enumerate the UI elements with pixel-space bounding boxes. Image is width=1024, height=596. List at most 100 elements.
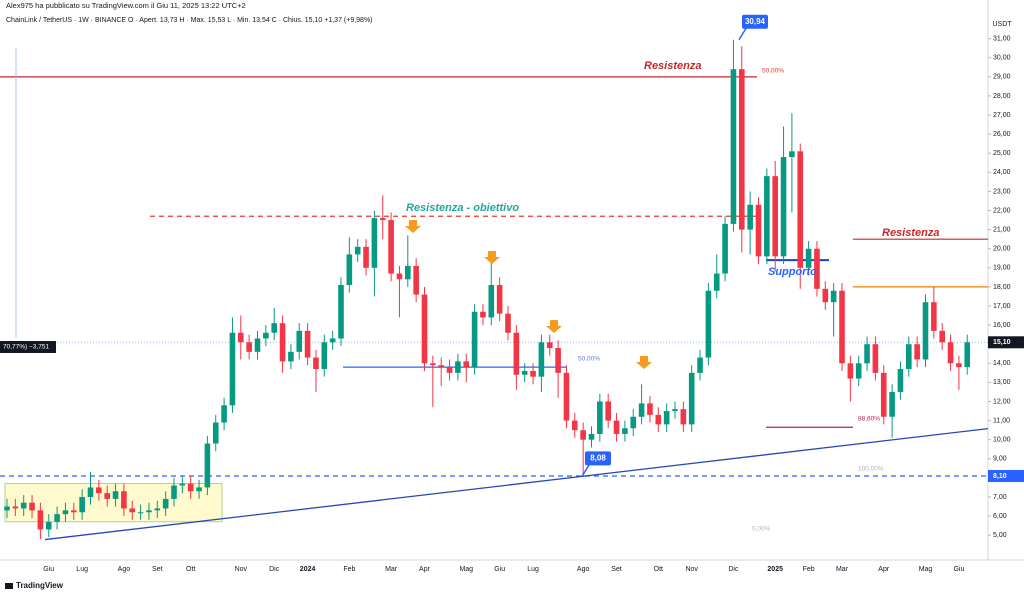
candle-body — [129, 508, 136, 513]
candle-body — [96, 487, 102, 494]
candle-body — [688, 372, 695, 425]
y-tick-label: 29,00 — [993, 74, 1011, 81]
callout-box — [742, 14, 768, 29]
candle-body — [555, 348, 561, 373]
candle-body — [396, 273, 403, 280]
candle-body — [204, 443, 211, 488]
arrows — [405, 220, 652, 369]
x-tick-label: Lug — [527, 566, 539, 573]
x-tick-label: Nov — [235, 566, 248, 573]
y-tick-label: 27,00 — [993, 112, 1011, 119]
candle-body — [271, 323, 277, 333]
x-tick-label: Feb — [803, 566, 815, 573]
x-tick-label: 2024 — [300, 566, 316, 573]
y-tick-label: 21,00 — [993, 226, 1011, 233]
candle-body — [162, 498, 169, 509]
candle-body — [805, 248, 812, 268]
candle-body — [104, 493, 110, 499]
price-tag-label: 15,10 — [993, 339, 1011, 346]
x-tick-label: Dic — [269, 566, 280, 573]
candle-body — [622, 428, 628, 434]
candle-body — [872, 344, 879, 373]
y-tick-label: 11,00 — [993, 417, 1010, 424]
price-tag — [988, 469, 1024, 482]
candle-body — [20, 502, 27, 509]
y-tick-label: 19,00 — [993, 265, 1011, 272]
candle-body — [538, 342, 545, 377]
y-tick-label: 17,00 — [993, 303, 1011, 310]
callout-pointer — [738, 26, 748, 41]
candle-body — [112, 491, 119, 499]
candle-body — [747, 204, 753, 230]
axis-unit: USDT — [992, 21, 1012, 28]
candle-body — [79, 496, 85, 513]
candle-body — [505, 313, 511, 333]
logo-text: TradingView — [16, 581, 64, 590]
candle-body — [672, 409, 678, 412]
fib-label: 50,00% — [578, 356, 600, 363]
candle-body — [764, 176, 770, 257]
candle-body — [212, 422, 219, 444]
candle-body — [296, 330, 303, 352]
candle-body — [246, 342, 252, 352]
candle-body — [580, 430, 586, 440]
y-tick-label: 24,00 — [993, 169, 1011, 176]
candle-body — [37, 510, 44, 530]
candle-body — [455, 361, 461, 373]
candle-body — [463, 361, 470, 368]
fib-label: 88,60% — [858, 416, 880, 423]
candle-body — [146, 510, 152, 513]
candle-body — [4, 506, 10, 511]
annotation: Resistenza - obiettivo — [406, 202, 519, 214]
y-tick-label: 26,00 — [993, 131, 1011, 138]
y-tick-label: 10,00 — [993, 437, 1011, 444]
candle-body — [713, 273, 720, 291]
candle-body — [613, 420, 620, 434]
trendline — [44, 427, 989, 541]
candle-body — [588, 433, 595, 440]
candle-body — [29, 502, 35, 511]
candle-body — [388, 220, 394, 274]
candle-body — [363, 246, 369, 268]
candle-body — [430, 363, 436, 366]
candle-body — [321, 342, 328, 370]
x-tick-label: Ago — [577, 566, 590, 573]
x-tick-label: Dic — [728, 566, 739, 573]
x-tick-label: Feb — [343, 566, 355, 573]
candle-body — [413, 265, 419, 295]
candle-body — [755, 204, 762, 257]
arrow — [405, 220, 421, 233]
y-tick-label: 28,00 — [993, 93, 1011, 100]
candle-body — [45, 521, 52, 530]
candle-body — [254, 338, 261, 352]
candle-body — [947, 342, 954, 364]
logo: TradingView — [5, 581, 64, 590]
x-tick-label: Apr — [419, 566, 431, 573]
candle-body — [154, 508, 161, 511]
y-tick-label: 16,00 — [993, 322, 1011, 329]
candle-body — [12, 506, 19, 509]
candle-body — [338, 285, 344, 339]
candle-body — [572, 420, 578, 431]
candle-body — [897, 369, 904, 392]
arrow — [484, 251, 500, 264]
fib-label: 100,00% — [858, 466, 884, 473]
x-tick-label: Ago — [118, 566, 131, 573]
candle-body — [847, 363, 854, 379]
candle-body — [914, 344, 920, 360]
candle-body — [421, 294, 428, 364]
candle-body — [371, 218, 378, 268]
x-tick-label: Mag — [919, 566, 933, 573]
candle-body — [304, 330, 311, 358]
range-box — [4, 483, 223, 523]
x-tick-label: Ott — [654, 566, 663, 573]
candle-body — [62, 510, 69, 515]
candle-body — [722, 223, 728, 274]
candle-body — [87, 487, 94, 497]
candle-body — [697, 357, 703, 373]
arrow — [546, 320, 562, 333]
annotation: Resistenza — [644, 60, 701, 72]
candle-body — [739, 69, 745, 230]
candle-body — [880, 372, 887, 417]
